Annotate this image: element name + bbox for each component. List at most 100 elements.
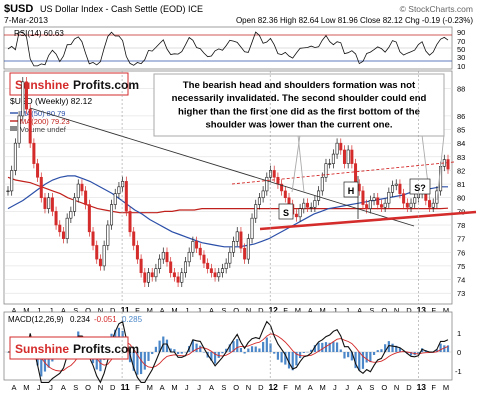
macd-hist-bar: [243, 352, 246, 354]
candle-body: [298, 208, 302, 218]
price-y-axis: 737475767778798081828384858688: [457, 85, 465, 299]
x-tick-label-8: D: [110, 383, 116, 392]
candle-body: [342, 149, 346, 164]
x-tick-label-16: A: [209, 306, 214, 315]
x-tick-label-6: O: [85, 383, 91, 392]
macd-value-1: 0.234: [70, 315, 91, 324]
candle-body: [195, 241, 199, 249]
x-tick-label-4: A: [61, 383, 66, 392]
macd-hist-bar: [213, 352, 217, 364]
macd-brand-box: [9, 336, 129, 360]
x-tick-label-22: F: [283, 383, 288, 392]
x-tick-label-17: S: [221, 306, 226, 315]
candle-body: [213, 272, 217, 278]
candle-body: [220, 268, 224, 274]
candle-body: [154, 268, 158, 278]
rsi-tick-30: 30: [457, 53, 465, 62]
x-tick-label-23: M: [295, 383, 301, 392]
candle-body: [320, 176, 324, 192]
x-tick-label-24: A: [308, 306, 313, 315]
macd-hist-bar: [95, 352, 98, 370]
x-tick-label-34: F: [431, 306, 436, 315]
x-tick-label-26: J: [333, 383, 337, 392]
candle-body: [172, 272, 176, 278]
macd-hist-bar: [154, 346, 157, 352]
x-tick-label-4: A: [61, 306, 66, 315]
candle-body: [361, 190, 365, 205]
x-tick-label-31: N: [394, 306, 399, 315]
x-tick-label-16: A: [209, 383, 214, 392]
legend-ma50: MA(50) 80.79: [20, 109, 65, 118]
candle-body: [365, 204, 369, 209]
candle-body: [235, 231, 239, 242]
macd-hist-bar: [265, 337, 268, 352]
x-tick-label-9: 11: [121, 305, 130, 315]
macd-hist-bar: [313, 345, 316, 352]
callout-line-right-b: [436, 134, 445, 201]
candle-body: [95, 245, 99, 260]
candle-body: [350, 149, 354, 164]
candle-body: [69, 211, 73, 219]
x-tick-label-2: J: [37, 306, 41, 315]
candle-body: [32, 142, 36, 164]
candle-body: [209, 268, 213, 274]
x-tick-label-22: F: [283, 306, 288, 315]
candle-body: [124, 181, 128, 212]
x-tick-label-28: A: [357, 306, 362, 315]
macd-value-3: 0.285: [122, 315, 143, 324]
candle-body: [98, 258, 102, 267]
candle-body: [158, 258, 162, 269]
macd-hist-bar: [239, 348, 243, 352]
sunshine-profits-logo: Sunshine Profits.com: [9, 72, 139, 96]
macd-hist-bar: [158, 340, 161, 352]
macd-hist-bar: [317, 342, 320, 352]
x-tick-label-19: N: [246, 383, 251, 392]
candle-body: [10, 170, 14, 192]
candle-body: [317, 190, 321, 201]
macd-hist-bar: [354, 352, 357, 369]
candle-body: [354, 163, 358, 185]
macd-hist-bar: [47, 352, 50, 368]
rsi-tick-70: 70: [457, 37, 465, 46]
candle-body: [6, 190, 10, 193]
candle-body: [376, 197, 380, 205]
neckline: [259, 210, 477, 231]
candle-body: [65, 217, 69, 239]
pattern-label-head: H: [348, 186, 355, 196]
macd-hist-bar: [339, 349, 342, 352]
candle-body: [202, 254, 206, 264]
macd-line: [8, 320, 449, 384]
macd-hist-bar: [439, 343, 442, 352]
label-box-s1: [278, 203, 294, 220]
legend-volume: Volume undef: [20, 125, 67, 134]
rsi-tick-90: 90: [457, 28, 465, 37]
x-tick-label-24: A: [308, 383, 313, 392]
candle-body: [39, 176, 43, 199]
candle-body: [328, 163, 332, 165]
x-tick-label-29: S: [369, 306, 374, 315]
callout-line-left-b: [297, 134, 305, 193]
x-tick-label-21: 12: [268, 305, 278, 315]
candle-body: [302, 202, 306, 209]
candle-body: [128, 211, 132, 233]
x-tick-label-30: O: [381, 383, 387, 392]
candle-body: [106, 224, 110, 246]
macd-hist-bar: [99, 352, 102, 372]
candle-body: [232, 241, 236, 253]
candle-body: [121, 181, 125, 188]
candle-body: [357, 183, 361, 192]
x-tick-label-6: O: [85, 306, 91, 315]
macd-hist-bar: [332, 341, 335, 352]
macd-hist-bar: [398, 347, 402, 352]
macd-hist-bar: [335, 342, 339, 352]
pattern-label-left-shoulder: S: [283, 208, 289, 218]
macd-hist-bar: [347, 352, 350, 358]
candle-body: [13, 142, 17, 171]
x-tick-label-27: J: [345, 383, 349, 392]
candle-body: [402, 193, 406, 204]
candle-body: [294, 213, 298, 218]
macd-hist-bar: [446, 345, 450, 352]
candle-body: [132, 231, 136, 246]
chart-date: 7-Mar-2013: [4, 15, 48, 25]
